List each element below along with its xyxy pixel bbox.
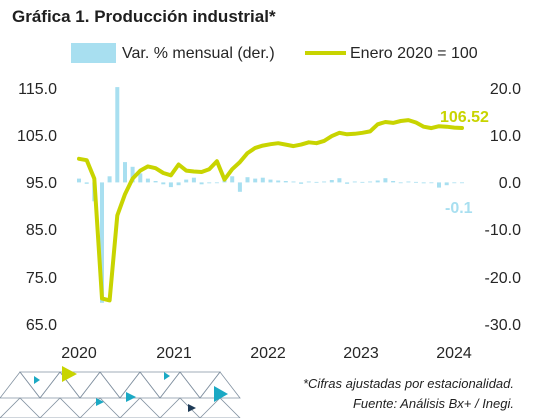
left-tick-label: 75.0 (26, 270, 57, 287)
decorative-pattern (0, 371, 241, 418)
bar-mark (230, 176, 235, 183)
x-axis: 2020 2021 2022 2023 2024 (61, 345, 472, 362)
x-tick-label: 2022 (250, 345, 286, 362)
bar-mark (153, 181, 158, 183)
bar-mark (168, 182, 173, 188)
right-tick-label: 20.0 (490, 81, 521, 98)
bar-mark (283, 181, 288, 183)
legend-label-line: Enero 2020 = 100 (350, 45, 478, 62)
bar-mark (383, 178, 388, 183)
left-tick-label: 105.0 (17, 128, 57, 145)
legend-swatch-bars (71, 43, 116, 63)
bar-mark (360, 181, 365, 183)
bar-mark (352, 181, 357, 183)
bar-mark (306, 181, 311, 183)
left-tick-label: 85.0 (26, 222, 57, 239)
bar-mark (429, 182, 434, 184)
bar-mark (299, 182, 304, 184)
bar-mark (460, 182, 464, 184)
bar-mark (345, 182, 350, 184)
right-tick-label: -20.0 (485, 270, 522, 287)
bar-mark (437, 182, 441, 188)
bar-mark (375, 180, 380, 183)
decorative-accent-triangles (34, 366, 228, 412)
x-tick-label: 2023 (343, 345, 379, 362)
bar-mark (207, 182, 212, 184)
bar-mark (322, 181, 327, 183)
line-end-label: 106.52 (440, 109, 489, 126)
footnote-seasonal: *Cifras ajustadas por estacionalidad. (303, 376, 514, 391)
bar-mark (444, 182, 449, 186)
bar-mark (391, 181, 396, 183)
bar-mark (260, 177, 265, 183)
bar-mark (398, 182, 403, 184)
bar-mark (452, 182, 457, 184)
left-axis: 115.0 105.0 95.0 85.0 75.0 65.0 (17, 81, 57, 334)
bar-mark (184, 179, 189, 183)
right-tick-label: -10.0 (485, 222, 522, 239)
bar-mark (100, 182, 104, 303)
legend: Var. % mensual (der.) Enero 2020 = 100 (71, 43, 478, 63)
bar-mark (107, 176, 112, 183)
left-tick-label: 115.0 (18, 81, 57, 98)
bar-mark (291, 181, 296, 183)
bar-mark (161, 182, 166, 185)
left-tick-label: 65.0 (26, 317, 57, 334)
x-tick-label: 2024 (436, 345, 472, 362)
bar-end-label: -0.1 (445, 200, 473, 217)
bar-mark (414, 181, 418, 183)
bar-mark (314, 181, 319, 183)
right-tick-label: 0.0 (499, 175, 521, 192)
line-series (77, 118, 464, 303)
bar-mark (406, 181, 411, 183)
bar-mark (123, 162, 127, 183)
bar-mark (77, 178, 81, 183)
left-tick-label: 95.0 (26, 175, 57, 192)
bar-mark (145, 178, 150, 183)
line-path (77, 118, 464, 303)
bar-mark (191, 177, 196, 183)
bar-mark (421, 182, 426, 184)
right-axis: 20.0 10.0 0.0 -10.0 -20.0 -30.0 (485, 81, 522, 334)
bar-mark (138, 173, 143, 183)
bar-mark (245, 177, 250, 183)
bar-mark (368, 181, 373, 183)
bar-mark (276, 180, 281, 183)
chart-title: Gráfica 1. Producción industrial* (12, 7, 276, 26)
bar-mark (329, 180, 334, 183)
bar-mark (253, 178, 258, 183)
bar-mark (84, 182, 89, 184)
legend-label-bars: Var. % mensual (der.) (122, 45, 275, 62)
bar-mark (130, 166, 135, 183)
bar-mark (176, 182, 181, 186)
x-tick-label: 2020 (61, 345, 97, 362)
bar-mark (115, 87, 120, 183)
bar-mark (337, 178, 342, 183)
bar-mark (214, 182, 219, 184)
x-tick-label: 2021 (156, 345, 192, 362)
right-tick-label: 10.0 (490, 128, 521, 145)
bar-mark (268, 179, 273, 183)
bar-mark (237, 182, 242, 192)
right-tick-label: -30.0 (485, 317, 522, 334)
bar-mark (199, 182, 204, 185)
footnote-source: Fuente: Análisis Bx+ / Inegi. (353, 396, 514, 411)
